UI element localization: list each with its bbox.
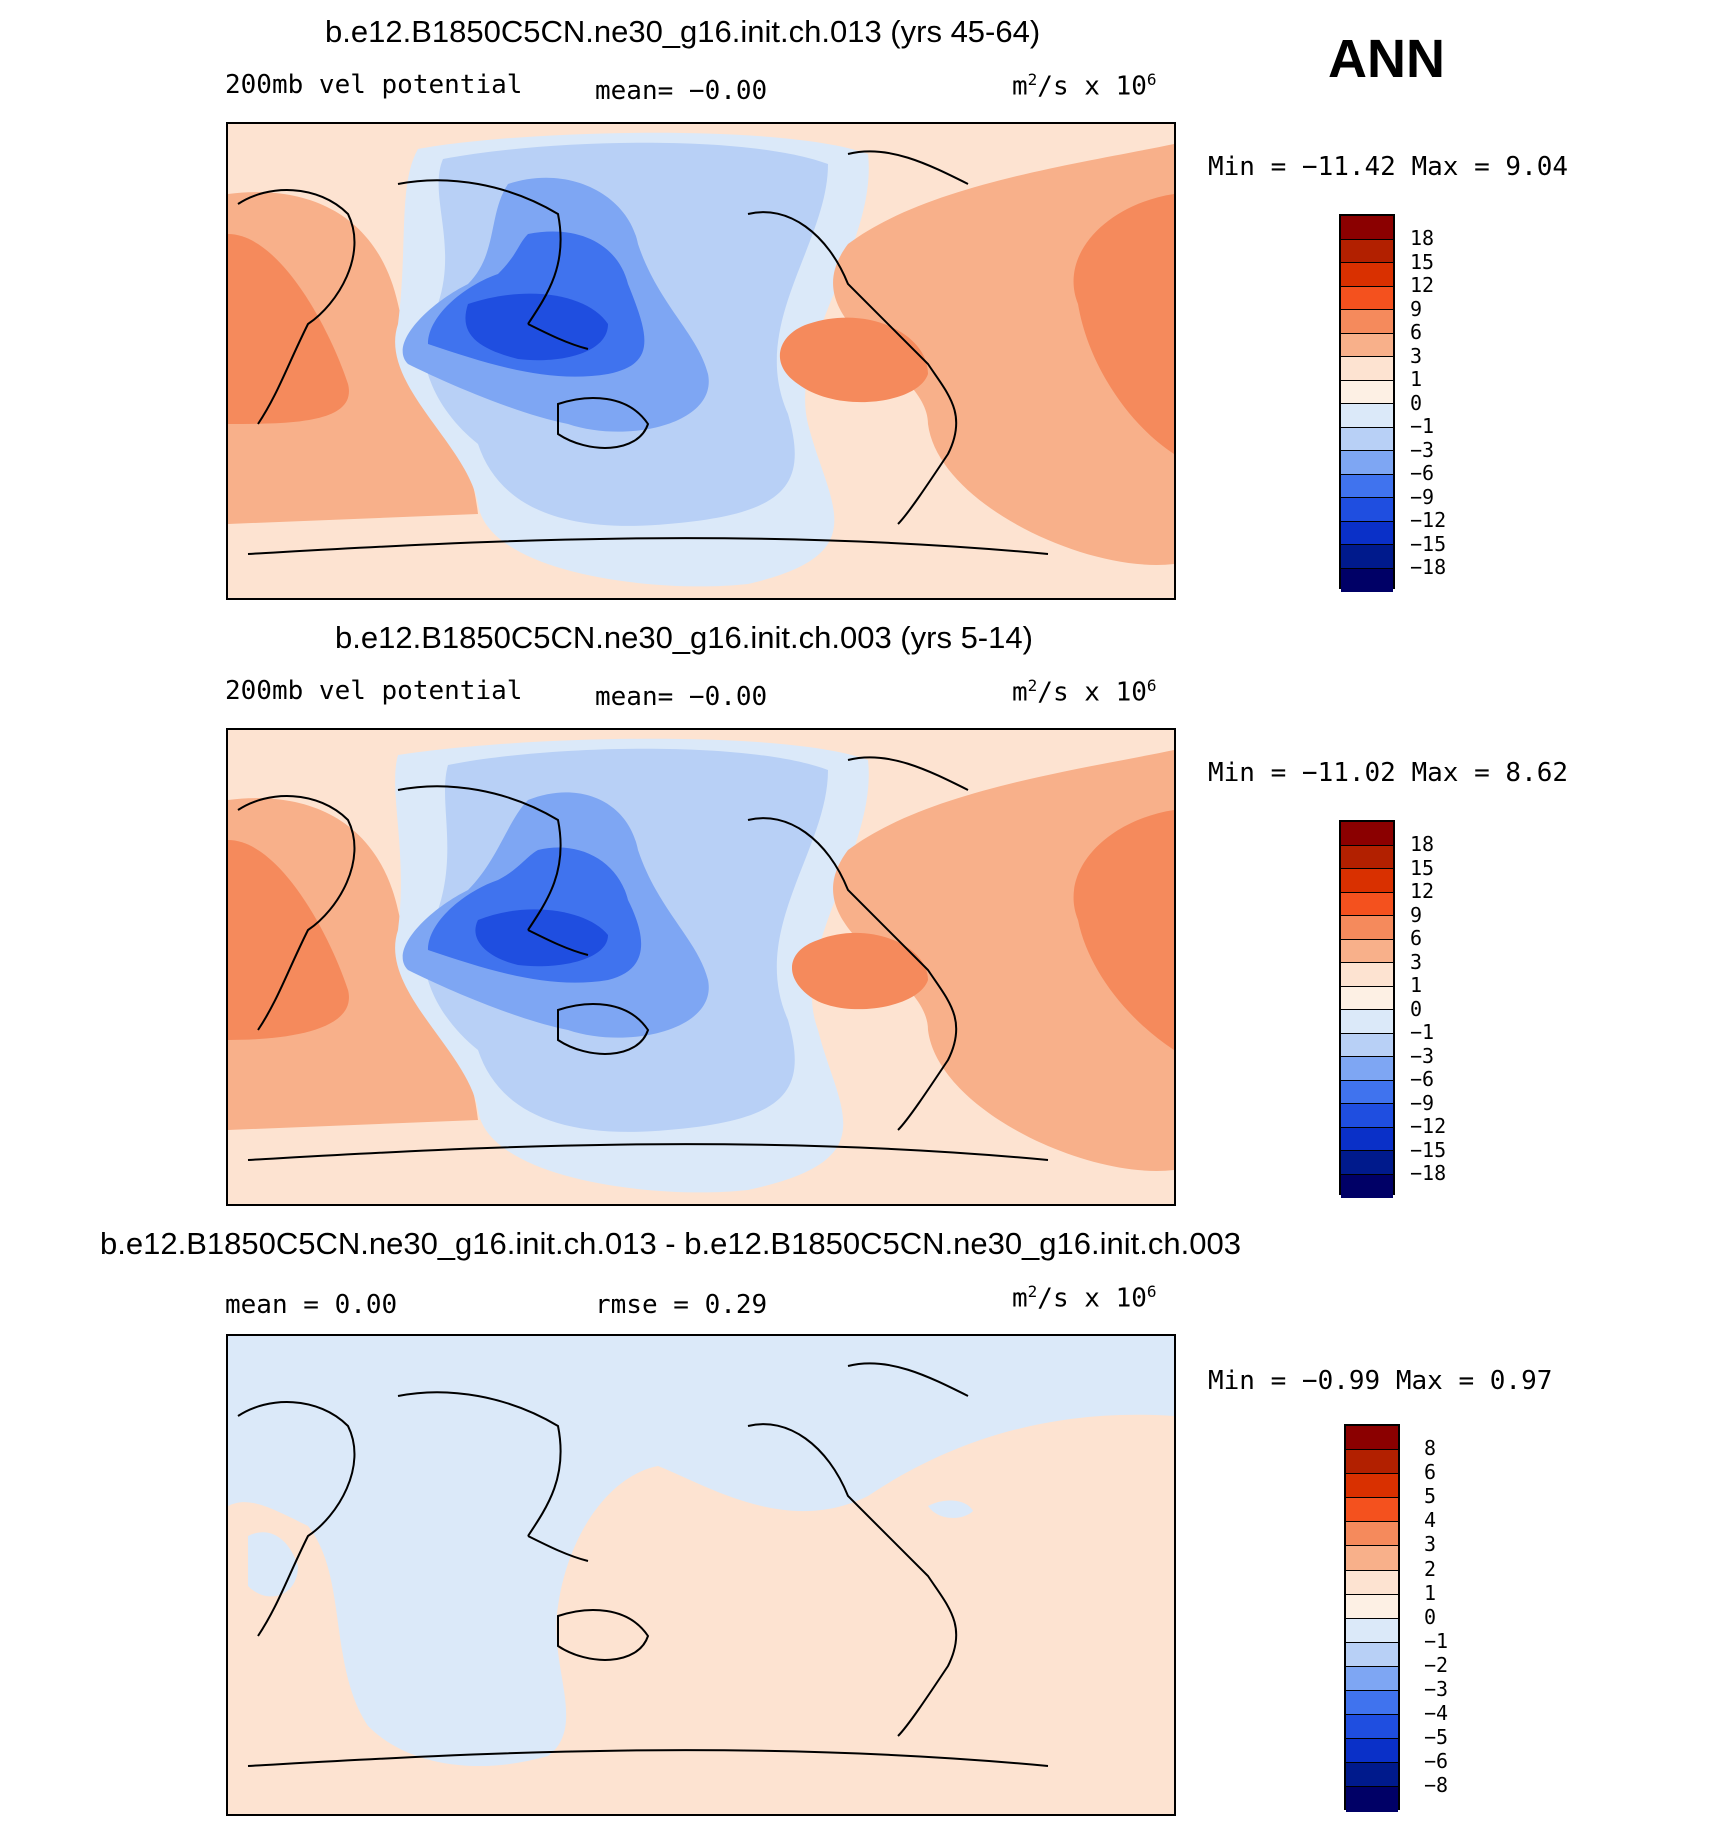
panel1-left-label: 200mb vel potential (225, 70, 523, 100)
colorbar-tick-label: −2 (1424, 1652, 1449, 1677)
panel3-minmax: Min = −0.99 Max = 0.97 (1208, 1366, 1553, 1396)
colorbar-tick-label: 3 (1410, 949, 1423, 974)
colorbar-tick-label: 5 (1424, 1484, 1437, 1509)
colorbar-tick-label: −1 (1424, 1628, 1449, 1653)
colorbar-tick-label: 0 (1424, 1604, 1437, 1629)
season-label: ANN (1328, 29, 1445, 89)
panel3-title: b.e12.B1850C5CN.ne30_g16.init.ch.013 - b… (100, 1226, 1241, 1261)
panel1-title: b.e12.B1850C5CN.ne30_g16.init.ch.013 (yr… (325, 14, 1041, 49)
colorbar-tick-label: 1 (1410, 973, 1423, 997)
colorbar-tick-label: 15 (1410, 249, 1435, 274)
colorbar-tick-label: 12 (1410, 879, 1435, 903)
panel1-minmax: Min = −11.42 Max = 9.04 (1208, 152, 1569, 182)
colorbar-tick-label: 3 (1424, 1532, 1437, 1557)
colorbar-tick-label: −1 (1410, 414, 1435, 438)
colorbar-tick-label: 8 (1424, 1436, 1437, 1460)
colorbar-tick-label: −5 (1424, 1725, 1449, 1750)
colorbar-tick-label: 0 (1410, 996, 1423, 1021)
colorbar-tick-label: −6 (1410, 1067, 1435, 1091)
colorbar-tick-label: 1 (1410, 367, 1423, 391)
colorbar-tick-label: −3 (1424, 1677, 1449, 1701)
colorbar-tick-label: −12 (1410, 508, 1447, 532)
colorbar-tick-label: −18 (1410, 1161, 1447, 1185)
panel1-mean-label: mean= −0.00 (595, 76, 768, 106)
colorbar-tick-label: 3 (1410, 343, 1423, 368)
panel2-contour-field (228, 730, 1174, 1204)
colorbar-tick-label: 6 (1410, 320, 1423, 344)
panel2-minmax: Min = −11.02 Max = 8.62 (1208, 758, 1569, 788)
colorbar-tick-label: 18 (1410, 226, 1435, 250)
panel1-contour-field (228, 124, 1174, 598)
panel2-left-label: 200mb vel potential (225, 676, 523, 706)
colorbar-tick-label: 0 (1410, 390, 1423, 415)
panel2-map (226, 728, 1176, 1206)
colorbar-tick-label: 12 (1410, 273, 1435, 297)
panel3-map (226, 1334, 1176, 1816)
panel2-units: m2/s x 106 (1012, 676, 1157, 708)
colorbar-tick-label: 4 (1424, 1508, 1437, 1533)
colorbar-tick-label: 2 (1424, 1556, 1437, 1581)
panel3-rmse-label: rmse = 0.29 (595, 1290, 768, 1320)
colorbar-tick-label: −3 (1410, 1043, 1435, 1068)
colorbar-tick-label: 18 (1410, 832, 1435, 856)
colorbar-tick-label: 9 (1410, 296, 1423, 321)
colorbar-tick-label: 6 (1410, 926, 1423, 950)
colorbar-tick-label: −1 (1410, 1020, 1435, 1044)
colorbar-tick-label: −6 (1410, 461, 1435, 485)
panel1-units: m2/s x 106 (1012, 70, 1157, 102)
colorbar-tick-label: 1 (1424, 1580, 1437, 1605)
panel3-mean-label: mean = 0.00 (225, 1290, 398, 1320)
colorbar-tick-label: −18 (1410, 555, 1447, 579)
colorbar-tick-label: −9 (1410, 484, 1435, 509)
colorbar-tick-label: 15 (1410, 855, 1435, 880)
colorbar-tick-label: −6 (1424, 1749, 1449, 1774)
colorbar-tick-label: 9 (1410, 902, 1423, 927)
panel1-colorbar (1339, 214, 1395, 592)
colorbar-tick-label: −15 (1410, 1137, 1447, 1162)
panel3-units: m2/s x 106 (1012, 1282, 1157, 1314)
colorbar-tick-label: −4 (1424, 1701, 1449, 1726)
colorbar-tick-label: −15 (1410, 531, 1447, 556)
panel3-colorbar (1344, 1424, 1400, 1812)
colorbar-tick-label: −8 (1424, 1773, 1449, 1798)
colorbar-tick-label: −9 (1410, 1090, 1435, 1115)
panel3-contour-field (228, 1336, 1174, 1814)
panel2-colorbar (1339, 820, 1395, 1198)
panel2-mean-label: mean= −0.00 (595, 682, 768, 712)
colorbar-tick-label: −12 (1410, 1114, 1447, 1138)
colorbar-tick-label: 6 (1424, 1460, 1437, 1485)
panel2-title: b.e12.B1850C5CN.ne30_g16.init.ch.003 (yr… (335, 620, 1033, 655)
panel1-map (226, 122, 1176, 600)
colorbar-tick-label: −3 (1410, 437, 1435, 462)
